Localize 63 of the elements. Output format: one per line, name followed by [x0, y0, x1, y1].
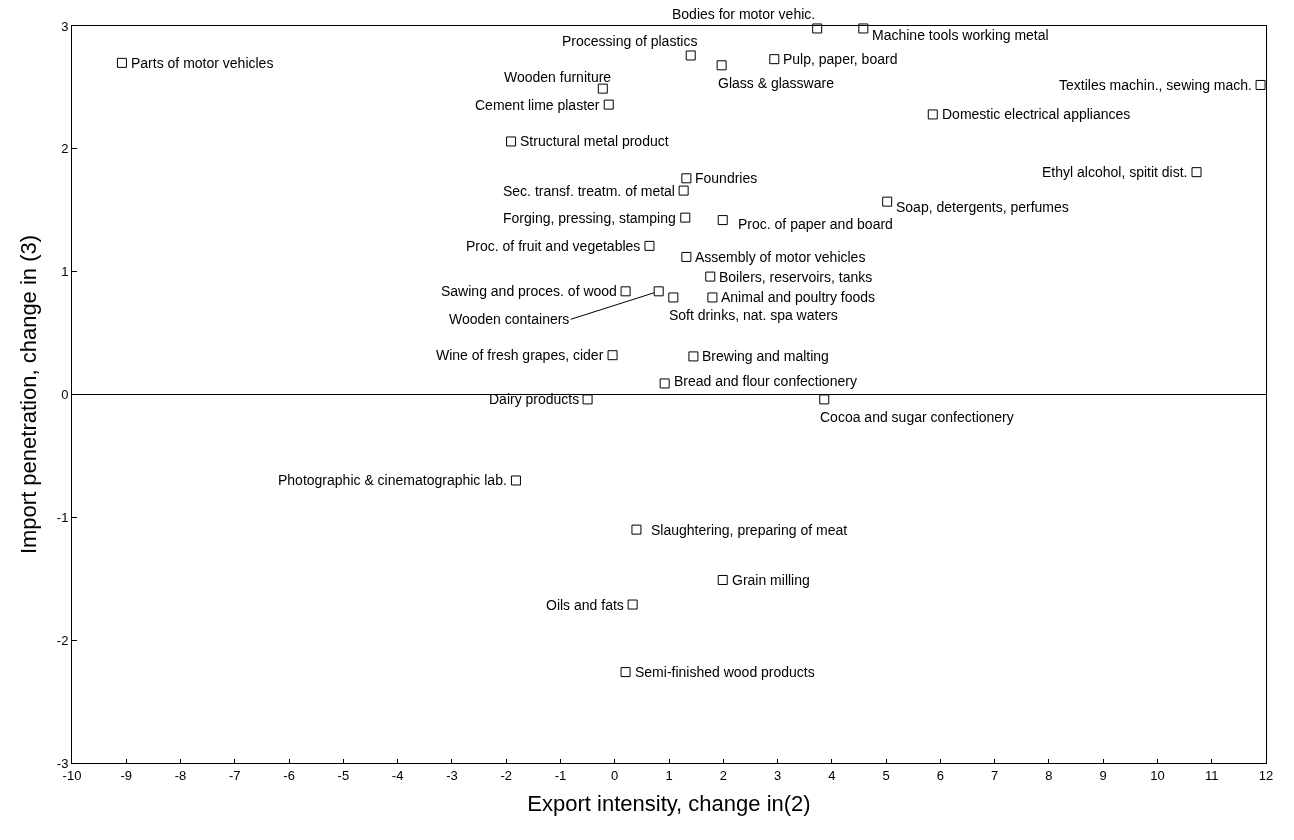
x-tick-label: 10	[1150, 767, 1165, 783]
y-axis-title: Import penetration, change in (3)	[15, 234, 41, 555]
annotation: Sec. transf. treatm. of metal	[503, 183, 675, 199]
x-tick-label: -4	[391, 767, 404, 783]
annotation: Pulp, paper, board	[783, 51, 898, 67]
y-tick-label: 0	[61, 387, 69, 403]
annotation: Sawing and proces. of wood	[441, 283, 617, 299]
annotation: Parts of motor vehicles	[131, 55, 274, 71]
annotation: Machine tools working metal	[872, 27, 1049, 43]
y-tick-label: 3	[61, 18, 69, 34]
annotation: Forging, pressing, stamping	[503, 210, 676, 226]
annotation: Assembly of motor vehicles	[695, 249, 866, 265]
annotation: Slaughtering, preparing of meat	[651, 522, 848, 538]
x-tick-label: -3	[446, 767, 458, 783]
annotation: Soap, detergents, perfumes	[896, 199, 1069, 215]
x-axis-title: Export intensity, change in(2)	[527, 791, 811, 817]
annotation: Wine of fresh grapes, cider	[436, 347, 604, 363]
annotation: Oils and fats	[546, 597, 624, 613]
x-tick-label: 6	[936, 767, 944, 783]
annotation: Soft drinks, nat. spa waters	[669, 307, 838, 323]
x-tick-label: -6	[283, 767, 295, 783]
annotation: Grain milling	[732, 572, 810, 588]
x-tick-label: -5	[337, 767, 350, 783]
annotation: Foundries	[695, 170, 758, 186]
annotation: Animal and poultry foods	[721, 289, 876, 305]
annotation: Brewing and malting	[702, 348, 829, 364]
x-tick-label: 5	[882, 767, 890, 783]
annotation: Boilers, reservoirs, tanks	[719, 269, 873, 285]
x-tick-label: 1	[665, 767, 673, 783]
x-tick-label: -9	[120, 767, 133, 783]
annotation: Cocoa and sugar confectionery	[820, 409, 1014, 425]
y-tick-label: 1	[61, 264, 69, 280]
annotation: Structural metal product	[520, 133, 669, 149]
annotation: Bodies for motor vehic.	[672, 6, 816, 22]
annotation: Wooden furniture	[504, 69, 612, 85]
y-tick-label: 2	[61, 141, 69, 157]
annotation: Cement lime plaster	[475, 97, 600, 113]
y-tick-label: -2	[56, 632, 69, 648]
annotation: Processing of plastics	[562, 33, 698, 49]
x-tick-label: -8	[174, 767, 187, 783]
x-tick-label: 4	[828, 767, 836, 783]
x-tick-label: -2	[500, 767, 512, 783]
x-tick-label: 11	[1204, 767, 1219, 783]
annotation: Bread and flour confectionery	[674, 373, 857, 389]
x-tick-label: 7	[991, 767, 999, 783]
x-tick-label: -1	[554, 767, 567, 783]
annotation: Domestic electrical appliances	[942, 106, 1131, 122]
annotation: Textiles machin., sewing mach.	[1059, 77, 1252, 93]
annotation: Ethyl alcohol, spitit dist.	[1042, 164, 1188, 180]
x-tick-label: -7	[229, 767, 241, 783]
y-tick-label: -1	[56, 509, 69, 525]
annotation: Photographic & cinematographic lab.	[278, 472, 507, 488]
x-tick-label: 9	[1099, 767, 1107, 783]
annotation: Proc. of paper and board	[738, 216, 893, 232]
x-tick-label: 2	[719, 767, 727, 783]
x-tick-label: 3	[773, 767, 782, 783]
annotation: Glass & glassware	[718, 75, 835, 91]
annotation: Wooden containers	[449, 311, 570, 327]
x-tick-label: 12	[1258, 767, 1274, 783]
x-tick-label: 8	[1045, 767, 1053, 783]
x-tick-label: 0	[611, 767, 619, 783]
annotation: Proc. of fruit and vegetables	[466, 238, 641, 254]
annotation: Semi-finished wood products	[635, 664, 815, 680]
